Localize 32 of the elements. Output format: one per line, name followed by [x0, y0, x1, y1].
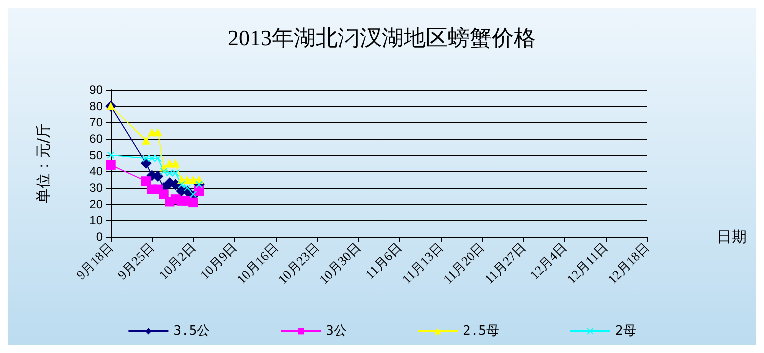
y-tick-label: 30 — [90, 181, 104, 195]
point — [159, 190, 169, 200]
point — [172, 159, 180, 168]
x-tick-label: 9月25日 — [114, 240, 158, 282]
y-tick-label: 80 — [90, 99, 104, 114]
y-tick-label: 90 — [90, 83, 104, 97]
y-tick-label: 0 — [96, 230, 104, 244]
y-tick-label: 60 — [90, 132, 104, 146]
point — [188, 198, 198, 208]
point — [154, 128, 162, 137]
point — [141, 176, 152, 186]
y-tick-label: 70 — [90, 116, 104, 130]
y-tick-label: 50 — [90, 148, 104, 162]
point — [160, 168, 168, 176]
point — [178, 181, 186, 188]
x-axis-title: 日期 — [717, 228, 747, 246]
y-tick-label: 20 — [90, 197, 104, 212]
point — [166, 170, 174, 177]
point — [190, 190, 198, 198]
point — [172, 170, 180, 177]
y-axis-title: 单位：元/斤 — [34, 123, 52, 204]
chart-title: 2013年湖北汈汊湖地区螃蟹价格 — [228, 26, 536, 50]
legend-label: 3公 — [326, 324, 347, 339]
x-tick-label: 11月6日 — [362, 240, 405, 282]
point — [184, 184, 192, 192]
legend-label: 3.5公 — [174, 324, 210, 339]
x-tick-label: 10月2日 — [156, 240, 199, 282]
y-tick-label: 40 — [90, 164, 104, 179]
y-tick-label: 10 — [90, 214, 104, 228]
legend-label: 2母 — [615, 324, 636, 339]
point — [142, 136, 151, 145]
legend-label: 2.5母 — [463, 324, 500, 339]
